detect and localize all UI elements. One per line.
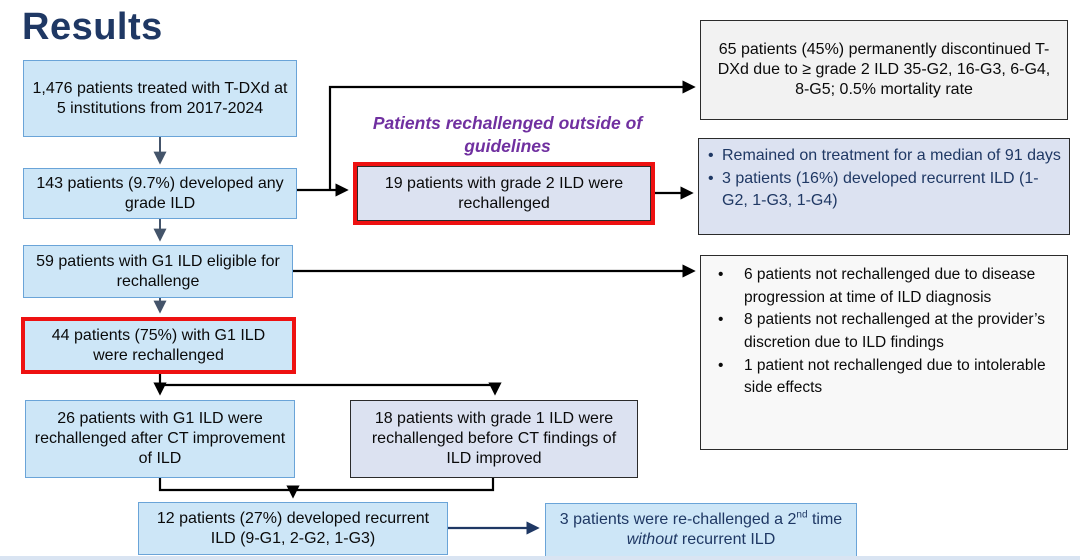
flow-box-rechallenged-after-ct-text: 26 patients with G1 ILD were rechallenge… bbox=[34, 410, 286, 467]
outside-guidelines-label: Patients rechallenged outside of guideli… bbox=[372, 113, 643, 156]
outcome-bullet-2: 3 patients (16%) developed recurrent ILD… bbox=[705, 168, 1061, 213]
not-rechallenged-bullet-1: 6 patients not rechallenged due to disea… bbox=[711, 264, 1059, 309]
flow-box-grade2-rechallenged: 19 patients with grade 2 ILD were rechal… bbox=[353, 162, 655, 225]
flow-box-eligible-text: 59 patients with G1 ILD eligible for rec… bbox=[36, 252, 280, 290]
info-box-not-rechallenged: 6 patients not rechallenged due to disea… bbox=[700, 255, 1068, 450]
flow-box-eligible: 59 patients with G1 ILD eligible for rec… bbox=[23, 245, 293, 298]
flow-box-second-rechallenge-text: 3 patients were re-challenged a 2nd time… bbox=[559, 509, 843, 548]
arrow-rechallenged-to-beforect bbox=[160, 382, 502, 396]
slide-footer-bar bbox=[0, 556, 1080, 560]
info-box-discontinued-text: 65 patients (45%) permanently discontinu… bbox=[717, 41, 1051, 98]
superscript-nd: nd bbox=[796, 509, 808, 521]
flow-box-developed-ild-text: 143 patients (9.7%) developed any grade … bbox=[36, 174, 284, 212]
flow-box-rechallenged-before-ct-text: 18 patients with grade 1 ILD were rechal… bbox=[371, 410, 617, 467]
flow-box-rechallenged-before-ct: 18 patients with grade 1 ILD were rechal… bbox=[350, 400, 638, 478]
flow-box-rechallenged-g1-text: 44 patients (75%) with G1 ILD were recha… bbox=[51, 326, 266, 364]
outcome-bullet-list: Remained on treatment for a median of 91… bbox=[705, 145, 1061, 213]
emphasis-without: without bbox=[626, 531, 678, 548]
flow-box-grade2-rechallenged-text: 19 patients with grade 2 ILD were rechal… bbox=[384, 174, 624, 212]
info-box-outcome: Remained on treatment for a median of 91… bbox=[698, 138, 1070, 235]
info-box-discontinued: 65 patients (45%) permanently discontinu… bbox=[700, 20, 1068, 120]
flow-box-grade2-rechallenged-inner: 19 patients with grade 2 ILD were rechal… bbox=[357, 166, 651, 221]
connector-beforect-down bbox=[293, 478, 495, 492]
not-rechallenged-bullet-3: 1 patient not rechallenged due to intole… bbox=[711, 355, 1059, 400]
not-rechallenged-bullet-2: 8 patients not rechallenged at the provi… bbox=[711, 309, 1059, 354]
flow-box-second-rechallenge: 3 patients were re-challenged a 2nd time… bbox=[545, 503, 857, 557]
flow-box-recurrent-ild: 12 patients (27%) developed recurrent IL… bbox=[138, 502, 448, 555]
flow-box-treated: 1,476 patients treated with T-DXd at 5 i… bbox=[23, 60, 297, 137]
flow-box-treated-text: 1,476 patients treated with T-DXd at 5 i… bbox=[32, 79, 288, 117]
flow-box-developed-ild: 143 patients (9.7%) developed any grade … bbox=[23, 168, 297, 219]
outcome-bullet-1: Remained on treatment for a median of 91… bbox=[705, 145, 1061, 168]
flow-box-rechallenged-g1: 44 patients (75%) with G1 ILD were recha… bbox=[21, 317, 296, 374]
not-rechallenged-bullet-list: 6 patients not rechallenged due to disea… bbox=[711, 264, 1059, 400]
connector-afterct-down bbox=[158, 478, 293, 492]
flow-box-rechallenged-after-ct: 26 patients with G1 ILD were rechallenge… bbox=[25, 400, 295, 478]
flow-box-recurrent-ild-text: 12 patients (27%) developed recurrent IL… bbox=[156, 509, 430, 547]
page-title: Results bbox=[22, 6, 163, 48]
